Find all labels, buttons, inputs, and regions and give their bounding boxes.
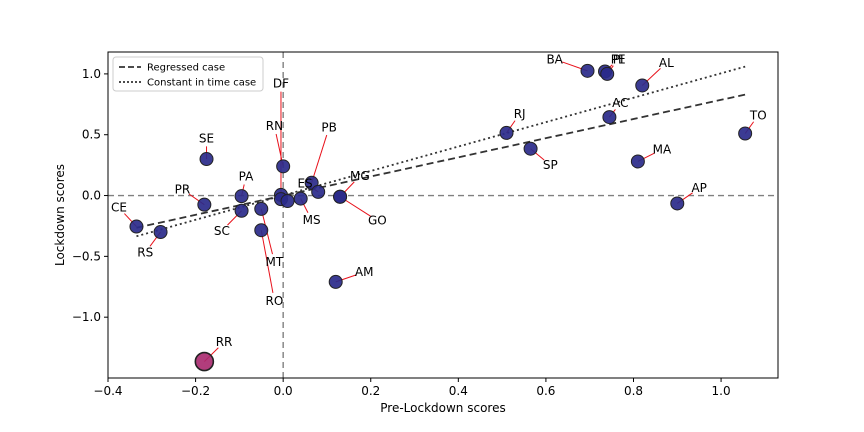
- data-point-al: [635, 78, 650, 93]
- point-label-al: AL: [659, 56, 674, 70]
- point-label-pa: PA: [239, 170, 254, 184]
- label-leader-lines: [124, 61, 755, 362]
- data-point-ac: [602, 110, 617, 125]
- x-axis-ticks: −0.4 −0.2 0.0 0.2 0.4 0.6 0.8 1.0: [93, 378, 731, 398]
- point-label-rn: RN: [266, 119, 283, 133]
- point-label-ms: MS: [303, 213, 321, 227]
- y-tick-label: 0.0: [82, 189, 101, 203]
- reference-lines: [108, 52, 778, 378]
- data-point-rn: [276, 159, 291, 174]
- data-point-ce: [129, 219, 144, 234]
- data-point-rr: [194, 351, 215, 372]
- legend-box: [112, 56, 264, 92]
- data-point-ma: [630, 154, 645, 169]
- x-tick-label: −0.4: [93, 384, 122, 398]
- point-label-am: AM: [355, 265, 374, 279]
- data-point-pr: [197, 197, 212, 212]
- point-label-rs: RS: [137, 246, 153, 260]
- data-point-ms: [293, 191, 308, 206]
- x-tick-label: 0.8: [624, 384, 643, 398]
- point-label-ma: MA: [653, 142, 672, 156]
- point-label-ap: AP: [691, 181, 706, 195]
- point-label-to: TO: [749, 108, 767, 122]
- x-tick-label: 0.6: [536, 384, 555, 398]
- legend: Regressed case Constant in time case: [112, 56, 264, 92]
- leader-line-pb: [311, 134, 328, 183]
- regressed-fit-line: [136, 93, 746, 229]
- x-axis-title: Pre-Lockdown scores: [380, 401, 505, 415]
- data-point-rj: [499, 125, 514, 140]
- x-tick-label: 0.2: [361, 384, 380, 398]
- data-points: [129, 63, 753, 372]
- y-tick-label: 0.5: [82, 128, 101, 142]
- point-label-ce: CE: [111, 201, 127, 215]
- y-tick-label: −0.5: [72, 249, 101, 263]
- point-label-pi: PI: [613, 52, 624, 66]
- x-tick-label: 0.0: [274, 384, 293, 398]
- point-label-mt: MT: [266, 255, 284, 269]
- data-point-to: [738, 126, 753, 141]
- point-label-mg: MG: [350, 169, 370, 183]
- y-axis-title: Lockdown scores: [53, 164, 67, 266]
- data-point-go: [333, 189, 348, 204]
- point-label-ac: AC: [612, 96, 628, 110]
- point-label-pe: PE: [611, 52, 626, 66]
- y-tick-label: −1.0: [72, 310, 101, 324]
- data-point-mt: [254, 201, 269, 216]
- data-point-se: [199, 152, 214, 167]
- data-point-ap: [670, 196, 685, 211]
- point-label-se: SE: [199, 131, 214, 145]
- point-label-rj: RJ: [514, 107, 526, 121]
- point-label-ro: RO: [266, 294, 284, 308]
- legend-label-constant: Constant in time case: [147, 78, 256, 89]
- data-point-ro: [254, 223, 269, 238]
- point-label-pr: PR: [175, 182, 191, 196]
- data-point-pi: [600, 66, 615, 81]
- point-label-ba: BA: [546, 52, 563, 66]
- point-label-es: ES: [297, 176, 312, 190]
- legend-label-regressed: Regressed case: [147, 63, 225, 74]
- plot-area-frame: [107, 51, 779, 379]
- point-label-go: GO: [368, 213, 387, 227]
- point-label-rr: RR: [216, 335, 233, 349]
- y-axis-ticks: 1.0 0.5 0.0 −0.5 −1.0: [72, 67, 108, 324]
- leader-line-ro: [260, 230, 274, 293]
- x-tick-label: 1.0: [712, 384, 731, 398]
- data-point-rs: [153, 225, 168, 240]
- point-label-df: DF: [273, 77, 289, 91]
- data-point-ba: [580, 63, 595, 78]
- x-tick-label: −0.2: [181, 384, 210, 398]
- data-point-es: [311, 184, 326, 199]
- data-point: [280, 194, 295, 209]
- point-label-sc: SC: [214, 224, 230, 238]
- point-label-sp: SP: [543, 158, 558, 172]
- point-label-pb: PB: [321, 120, 336, 134]
- data-point-sc: [234, 203, 249, 218]
- x-tick-label: 0.4: [449, 384, 468, 398]
- data-point-am: [328, 274, 343, 289]
- data-point-pa: [234, 189, 249, 204]
- data-point-sp: [523, 141, 538, 156]
- y-tick-label: 1.0: [82, 67, 101, 81]
